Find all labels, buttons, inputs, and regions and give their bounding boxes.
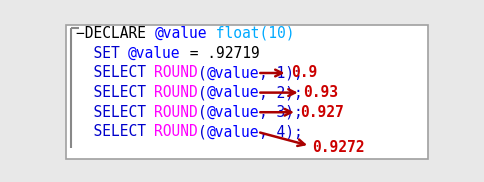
Text: −DECLARE: −DECLARE [76, 25, 154, 41]
Text: (: ( [198, 124, 207, 139]
Text: (: ( [198, 66, 207, 80]
Text: SET: SET [76, 46, 128, 61]
Text: SELECT: SELECT [76, 105, 154, 120]
Text: float(10): float(10) [207, 25, 294, 41]
Text: SELECT: SELECT [76, 85, 154, 100]
Text: 0.9: 0.9 [291, 66, 318, 80]
Text: (: ( [198, 105, 207, 120]
Text: SELECT: SELECT [76, 66, 154, 80]
Text: (: ( [198, 85, 207, 100]
Text: , 2);: , 2); [259, 85, 303, 100]
Text: 0.93: 0.93 [303, 85, 339, 100]
Text: @value: @value [128, 46, 181, 61]
Text: , 1);: , 1); [259, 66, 303, 80]
FancyBboxPatch shape [66, 25, 428, 159]
Text: , 4);: , 4); [259, 124, 303, 139]
Text: ROUND: ROUND [154, 124, 198, 139]
Text: ROUND: ROUND [154, 105, 198, 120]
Text: ROUND: ROUND [154, 66, 198, 80]
Text: @value: @value [154, 25, 207, 41]
Text: , 3);: , 3); [259, 105, 303, 120]
Text: @value: @value [207, 124, 259, 139]
Text: = .92719: = .92719 [181, 46, 259, 61]
Text: @value: @value [207, 85, 259, 100]
Text: @value: @value [207, 66, 259, 80]
Text: 0.9272: 0.9272 [313, 140, 365, 155]
Text: 0.927: 0.927 [300, 105, 344, 120]
Text: @value: @value [207, 105, 259, 120]
Text: ROUND: ROUND [154, 85, 198, 100]
Text: SELECT: SELECT [76, 124, 154, 139]
